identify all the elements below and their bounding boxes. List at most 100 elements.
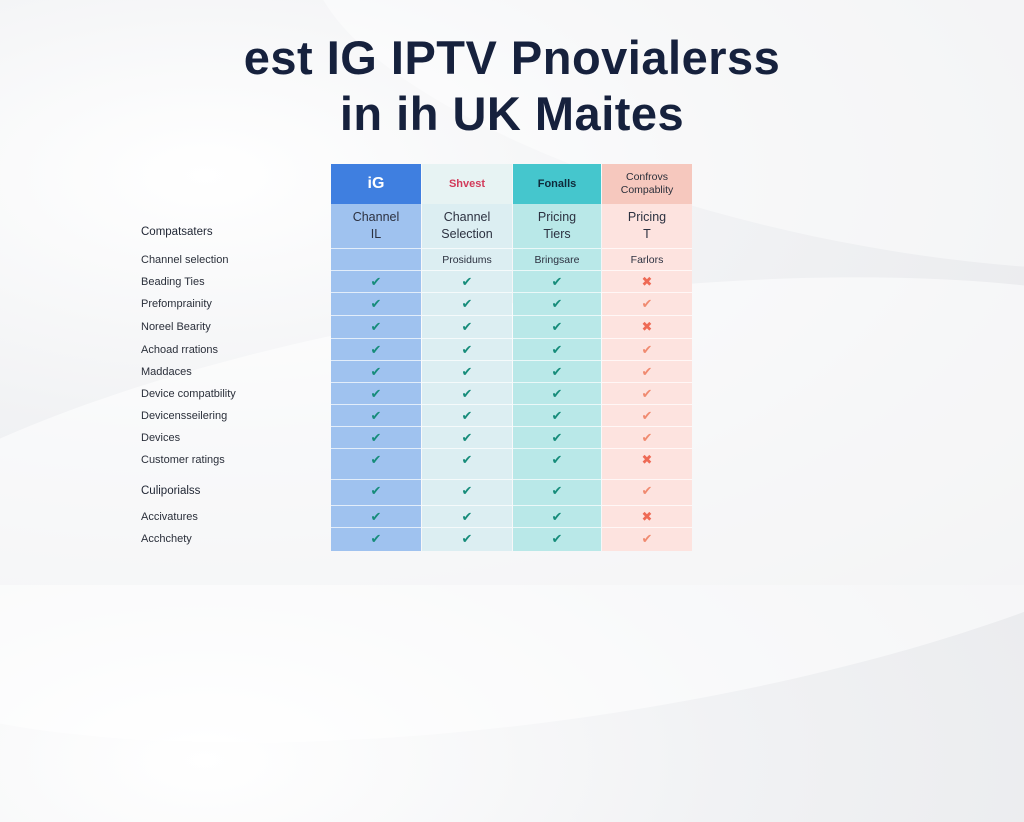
title-line-1: est IG IPTV Pnovialerss [243, 31, 781, 84]
table-cell: ✔ [331, 527, 421, 550]
table-cell: ✖ [602, 448, 692, 471]
check-icon: ✔ [551, 296, 563, 311]
column-subheader: Channel IL [331, 209, 421, 243]
check-icon: ✔ [551, 509, 563, 524]
column-header: Fonalls [513, 164, 601, 204]
table-cell: ✔ [331, 426, 421, 449]
check-icon: ✔ [461, 408, 473, 423]
subheader-line: T [643, 227, 651, 241]
subheader-line: Channel [443, 210, 491, 224]
column-header: Shvest [422, 164, 512, 204]
subheader-line: Selection [441, 227, 493, 241]
row-label: Noreel Bearity [141, 321, 211, 333]
table-cell: ✔ [422, 270, 512, 293]
check-icon: ✔ [551, 483, 563, 498]
row-label: Devicensseilering [141, 410, 228, 422]
cross-icon: ✖ [641, 509, 653, 524]
check-icon: ✔ [641, 364, 653, 379]
check-icon: ✔ [370, 509, 382, 524]
cross-icon: ✖ [641, 274, 653, 289]
check-icon: ✔ [551, 452, 563, 467]
provider-column-2: Shvest Channel Selection Prosidums ✔ ✔ ✔ ✔ ✔ ✔… [422, 164, 512, 551]
column-subheader: Pricing T [602, 209, 692, 243]
check-icon: ✔ [370, 386, 382, 401]
table-cell: ✔ [513, 338, 601, 361]
check-icon: ✔ [461, 509, 473, 524]
table-cell: ✔ [422, 382, 512, 405]
check-icon: ✔ [551, 342, 563, 357]
check-icon: ✔ [551, 319, 563, 334]
cross-icon: ✖ [641, 319, 653, 334]
table-cell: ✔ [513, 315, 601, 338]
subheader-line: Channel [352, 210, 400, 224]
table-cell: ✔ [422, 315, 512, 338]
check-icon: ✔ [551, 386, 563, 401]
check-icon: ✔ [551, 364, 563, 379]
table-cell: ✖ [602, 505, 692, 528]
table-cell: ✔ [422, 505, 512, 528]
table-cell: ✔ [513, 292, 601, 315]
row-label: Accivatures [141, 511, 198, 523]
check-icon: ✔ [370, 483, 382, 498]
subheader-line: IL [370, 227, 382, 241]
check-icon: ✔ [641, 342, 653, 357]
table-cell: ✔ [422, 292, 512, 315]
check-icon: ✔ [370, 274, 382, 289]
cell-text: Prosidums [422, 248, 512, 271]
table-cell: ✔ [331, 360, 421, 383]
cell-value: Bringsare [534, 254, 580, 266]
check-icon: ✔ [370, 296, 382, 311]
check-icon: ✔ [641, 296, 653, 311]
table-cell: ✔ [602, 382, 692, 405]
row-label: Achoad rrations [141, 344, 219, 356]
table-cell: ✔ [422, 527, 512, 550]
table-cell: ✔ [331, 315, 421, 338]
row-label: Maddaces [141, 366, 192, 378]
table-cell: ✔ [513, 270, 601, 293]
labels-header: Compatsaters [141, 226, 213, 238]
check-icon: ✔ [461, 430, 473, 445]
subheader-line: Pricing [537, 210, 577, 224]
cross-icon: ✖ [641, 452, 653, 467]
check-icon: ✔ [551, 274, 563, 289]
cell-text [331, 248, 421, 271]
check-icon: ✔ [641, 531, 653, 546]
table-cell: ✔ [422, 479, 512, 502]
row-label: Device compatbility [141, 388, 236, 400]
table-cell: ✔ [602, 426, 692, 449]
column-subheader: Pricing Tiers [513, 209, 601, 243]
table-cell: ✔ [331, 479, 421, 502]
table-cell: ✖ [602, 315, 692, 338]
check-icon: ✔ [370, 319, 382, 334]
table-cell: ✔ [422, 360, 512, 383]
table-cell: ✔ [602, 292, 692, 315]
check-icon: ✔ [461, 386, 473, 401]
check-icon: ✔ [370, 364, 382, 379]
row-label: Culiporialss [141, 485, 201, 497]
table-cell: ✔ [331, 404, 421, 427]
cell-text: Bringsare [513, 248, 601, 271]
table-cell: ✔ [602, 404, 692, 427]
table-cell: ✖ [602, 270, 692, 293]
check-icon: ✔ [551, 408, 563, 423]
check-icon: ✔ [461, 342, 473, 357]
check-icon: ✔ [370, 531, 382, 546]
background-wave [0, 197, 1024, 822]
table-cell: ✔ [331, 270, 421, 293]
table-cell: ✔ [513, 448, 601, 471]
header-line: Confrovs [625, 171, 668, 183]
check-icon: ✔ [641, 408, 653, 423]
cell-value: Prosidums [442, 254, 492, 266]
check-icon: ✔ [551, 531, 563, 546]
row-label: Prefomprainity [141, 298, 212, 310]
row-label: Beading Ties [141, 276, 205, 288]
check-icon: ✔ [551, 430, 563, 445]
table-cell: ✔ [513, 382, 601, 405]
row-label: Devices [141, 432, 181, 444]
provider-column-4: Confrovs Compablity Pricing T Farlors ✖ ✔ ✖… [602, 164, 692, 551]
table-cell: ✔ [513, 426, 601, 449]
table-cell: ✔ [602, 360, 692, 383]
check-icon: ✔ [641, 386, 653, 401]
table-cell: ✔ [422, 448, 512, 471]
row-label: Customer ratings [141, 454, 225, 466]
